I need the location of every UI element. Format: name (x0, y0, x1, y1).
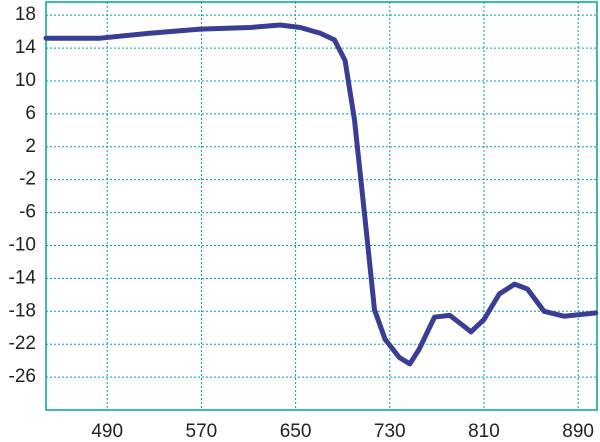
x-tick-label: 490 (91, 421, 123, 442)
y-tick-label: 14 (15, 37, 37, 58)
y-tick-label: -10 (9, 234, 36, 255)
y-tick-label: 10 (15, 70, 36, 91)
y-tick-label: -22 (9, 333, 36, 354)
x-tick-label: 890 (562, 421, 594, 442)
y-tick-label: -6 (19, 202, 36, 223)
y-tick-label: 18 (15, 4, 36, 25)
y-tick-label: -2 (19, 169, 36, 190)
x-tick-label: 730 (374, 421, 406, 442)
x-tick-label: 810 (468, 421, 500, 442)
x-tick-label: 570 (186, 421, 218, 442)
y-tick-label: 2 (25, 136, 36, 157)
y-tick-label: 6 (25, 103, 36, 124)
y-tick-label: -26 (9, 366, 36, 387)
plot-frame (45, 1, 598, 411)
y-tick-label: -14 (9, 267, 37, 288)
data-line (43, 22, 599, 367)
y-tick-label: -18 (9, 300, 36, 321)
x-tick-label: 650 (280, 421, 312, 442)
